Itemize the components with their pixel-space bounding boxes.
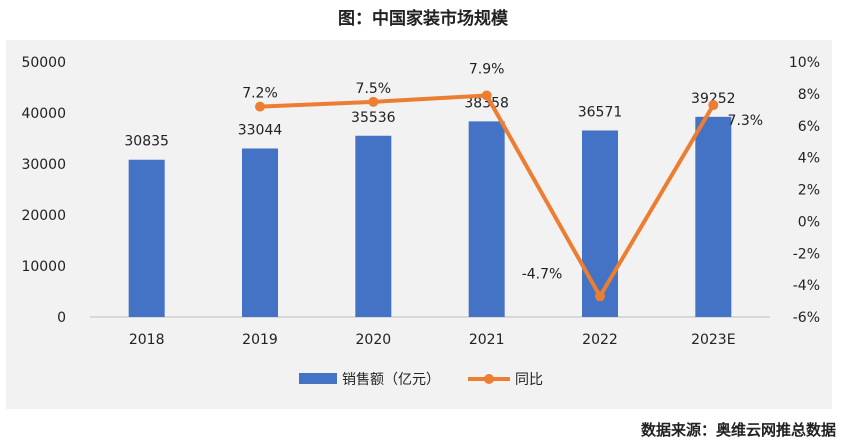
line-point: [368, 96, 379, 107]
bar-value-label: 30835: [124, 134, 169, 150]
data-source: 数据来源：奥维云网推总数据: [640, 421, 836, 439]
bar: [695, 116, 732, 318]
right-tick-label: 2%: [798, 183, 820, 199]
line-value-label: 7.3%: [728, 113, 764, 129]
line-point: [595, 291, 605, 302]
bar: [582, 130, 618, 317]
left-tick-label: 40000: [21, 106, 66, 122]
bar: [128, 159, 165, 317]
right-tick-label: 6%: [798, 119, 820, 135]
category-label: 2021: [469, 332, 505, 348]
category-label: 2020: [356, 332, 392, 348]
category-label: 2022: [582, 332, 618, 348]
line-point: [708, 100, 719, 111]
line-point: [255, 101, 265, 112]
legend-label-line: 同比: [515, 372, 543, 388]
line-value-label: 7.2%: [242, 86, 278, 102]
legend-marker-line: [484, 374, 494, 384]
right-tick-label: -4%: [793, 278, 820, 294]
right-tick-label: -2%: [793, 246, 820, 262]
right-tick-label: 4%: [798, 151, 820, 167]
right-tick-label: -6%: [793, 310, 820, 326]
category-label: 2023E: [691, 332, 735, 348]
left-tick-label: 0: [57, 310, 66, 326]
line-value-label: 7.9%: [469, 61, 505, 77]
line-value-label: 7.5%: [356, 81, 392, 97]
legend-swatch-bar: [299, 373, 337, 384]
right-tick-label: 10%: [789, 55, 820, 71]
bar: [355, 135, 392, 317]
line-value-label: -4.7%: [522, 266, 563, 282]
legend-label-bar: 销售额（亿元）: [342, 372, 440, 388]
bar: [468, 121, 505, 317]
left-tick-label: 20000: [21, 208, 66, 224]
left-tick-label: 30000: [21, 157, 66, 173]
chart-title: 图：中国家装市场规模: [338, 9, 508, 29]
bar: [242, 148, 278, 317]
bar-value-label: 36571: [578, 104, 623, 120]
bar-value-label: 38358: [464, 95, 509, 111]
category-label: 2018: [129, 332, 165, 348]
right-tick-label: 8%: [798, 87, 820, 103]
bar-value-label: 35536: [351, 110, 396, 126]
category-label: 2019: [242, 332, 278, 348]
right-tick-label: 0%: [798, 214, 820, 230]
bar-value-label: 39252: [691, 91, 736, 107]
left-tick-label: 50000: [21, 55, 66, 71]
left-tick-label: 10000: [21, 259, 66, 275]
bar-value-label: 33044: [238, 122, 283, 138]
line-point: [481, 90, 492, 101]
